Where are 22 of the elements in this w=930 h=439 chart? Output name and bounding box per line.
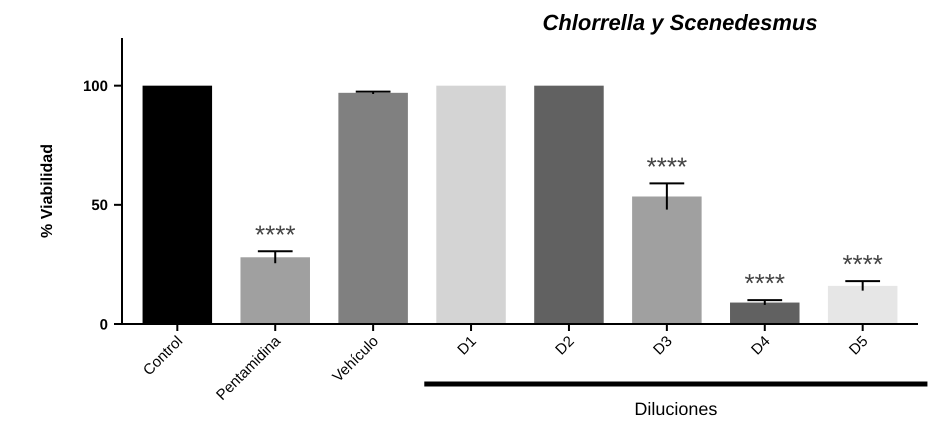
bar bbox=[240, 257, 310, 324]
y-tick-label: 50 bbox=[91, 197, 108, 214]
y-tick-label: 0 bbox=[100, 316, 108, 334]
x-tick-label: D1 bbox=[454, 332, 480, 358]
bar bbox=[338, 92, 408, 324]
bar bbox=[730, 302, 800, 324]
bar bbox=[632, 196, 702, 324]
x-tick-label: D4 bbox=[748, 332, 774, 358]
x-tick-label: D5 bbox=[846, 332, 872, 358]
y-axis-title: % Viabilidad bbox=[39, 144, 56, 238]
y-tick-label: 100 bbox=[82, 78, 108, 95]
text: Diluciones bbox=[634, 399, 718, 419]
bar bbox=[436, 86, 506, 324]
chart-title: Chlorrella y Scenedesmus bbox=[542, 10, 818, 35]
annotation: **** bbox=[646, 151, 688, 182]
x-tick-label: D3 bbox=[650, 332, 676, 358]
bar bbox=[828, 286, 898, 324]
annotation: **** bbox=[744, 268, 786, 298]
x-tick-label: D2 bbox=[552, 332, 578, 358]
bar bbox=[534, 86, 604, 324]
annotation: **** bbox=[842, 249, 883, 280]
annotation: **** bbox=[254, 219, 296, 250]
